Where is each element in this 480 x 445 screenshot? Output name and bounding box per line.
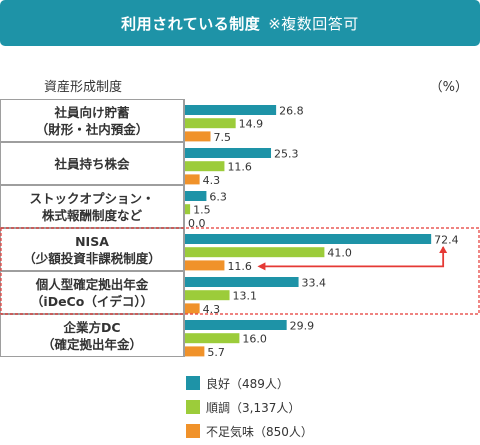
data-label: 41.0 (327, 247, 352, 260)
legend-item-good: 良好（489人） (186, 373, 313, 393)
bar (185, 174, 200, 185)
data-label: 0.0 (188, 217, 206, 230)
legend-label-short: 不足気味（850人） (206, 424, 313, 439)
bar (185, 320, 287, 330)
category-label: （iDeCo（イデコ）） (31, 294, 153, 309)
data-label: 16.0 (242, 333, 267, 346)
data-label: 29.9 (290, 320, 315, 333)
bar (185, 148, 272, 158)
legend-item-steady: 順調（3,137人） (186, 397, 313, 417)
data-label: 26.8 (279, 105, 304, 118)
bar (185, 260, 225, 271)
data-label: 6.3 (209, 191, 227, 204)
category-label: 社員持ち株会 (53, 157, 130, 172)
bar (185, 247, 325, 258)
data-label: 4.3 (203, 174, 221, 187)
data-label: 5.7 (207, 346, 225, 359)
bar (185, 303, 200, 314)
bar (185, 333, 240, 344)
highlight-arrow-head-up (439, 246, 448, 253)
category-label: 個人型確定拠出年金 (35, 277, 149, 292)
bar (185, 204, 191, 215)
bar (185, 191, 207, 201)
chart-title: 利用されている制度 (121, 14, 261, 33)
legend: 良好（489人） 順調（3,137人） 不足気味（850人） (186, 373, 313, 445)
bar (185, 131, 211, 142)
category-label: （少額投資非課税制度） (23, 251, 161, 266)
highlight-arrow-head-left (257, 262, 266, 271)
bar (185, 161, 225, 172)
data-label: 11.6 (227, 161, 252, 174)
legend-label-steady: 順調（3,137人） (206, 400, 301, 415)
data-label: 14.9 (239, 118, 264, 131)
category-box (0, 142, 184, 185)
data-label: 7.5 (214, 131, 232, 144)
category-box (0, 185, 184, 228)
bar (185, 105, 277, 115)
category-label: ストックオプション・ (29, 191, 154, 206)
chart-title-bar: 利用されている制度 ※複数回答可 (0, 0, 480, 46)
bar (185, 118, 236, 129)
category-header: 資産形成制度 (44, 80, 123, 95)
highlight-box (0, 227, 480, 315)
legend-label-good: 良好（489人） (206, 376, 289, 391)
category-label: NISA (75, 234, 109, 249)
data-label: 1.5 (193, 204, 211, 217)
category-box (0, 314, 184, 357)
category-box (0, 99, 184, 142)
category-label: （財形・社内預金） (36, 122, 149, 137)
data-label: 13.1 (233, 290, 257, 303)
bar (185, 290, 230, 301)
category-label: 企業方DC (62, 320, 120, 335)
data-label: 33.4 (302, 277, 327, 290)
bar (185, 346, 205, 357)
category-box (0, 271, 184, 314)
data-label: 4.3 (203, 303, 221, 316)
legend-swatch-good (186, 376, 200, 390)
data-label: 11.6 (227, 260, 252, 273)
legend-swatch-short (186, 424, 200, 438)
bar (185, 277, 299, 287)
category-label: 株式報酬制度など (42, 208, 143, 223)
category-label: （確定拠出年金） (42, 337, 142, 352)
legend-item-short: 不足気味（850人） (186, 421, 313, 441)
legend-swatch-steady (186, 400, 200, 414)
unit-label: （%） (429, 80, 468, 95)
category-box (0, 228, 184, 271)
category-label: 社員向け貯蓄 (53, 105, 130, 120)
highlight-arrow-line (263, 247, 445, 268)
chart-title-note: ※複数回答可 (268, 14, 359, 33)
data-label: 25.3 (274, 148, 299, 161)
bar (185, 234, 432, 244)
data-label: 72.4 (434, 234, 459, 247)
